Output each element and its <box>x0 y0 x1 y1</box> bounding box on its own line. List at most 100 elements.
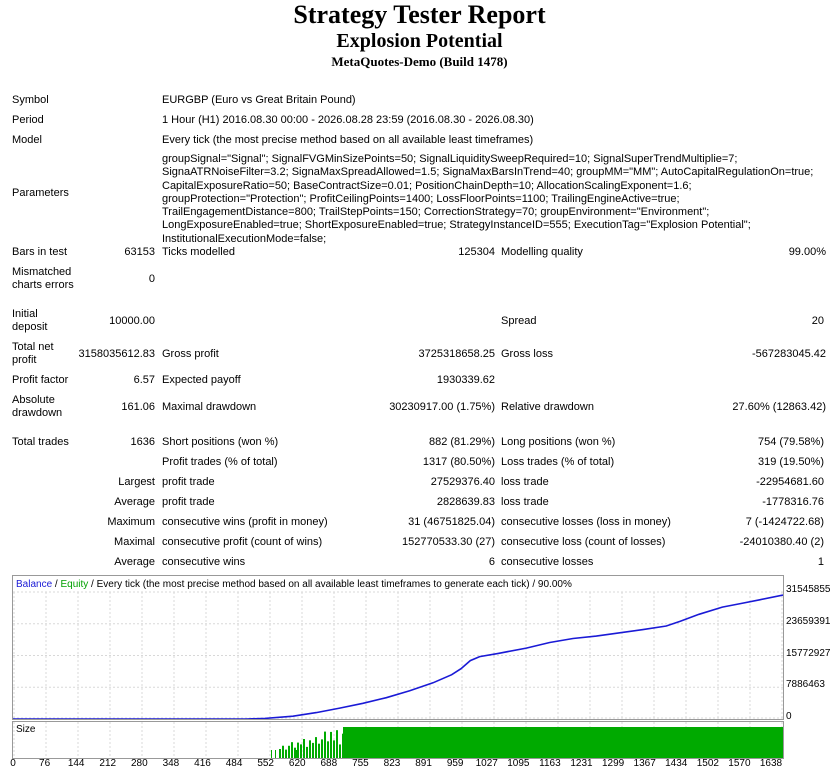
size-bar <box>339 744 341 758</box>
average-loss-value: -1778316.76 <box>762 496 824 508</box>
symbol-label: Symbol <box>12 94 49 106</box>
deposit-value: 10000.00 <box>109 315 155 327</box>
avg-losses-label: consecutive losses <box>501 556 594 568</box>
server-build: MetaQuotes-Demo (Build 1478) <box>331 54 508 69</box>
balance-chart-svg <box>13 591 784 720</box>
abs-dd-label-2: drawdown <box>12 407 63 419</box>
max-losses-label: consecutive losses (loss in money) <box>501 516 671 528</box>
model-label: Model <box>12 134 42 146</box>
x-tick-label: 416 <box>194 758 211 769</box>
payoff-label: Expected payoff <box>162 374 241 386</box>
trades-value: 1636 <box>130 436 155 448</box>
net-label-1: Total net <box>12 341 54 353</box>
payoff-value: 1930339.62 <box>436 374 495 386</box>
size-bar <box>296 750 297 758</box>
max-wins-value: 31 (46751825.04) <box>408 516 495 528</box>
x-tick-label: 755 <box>352 758 369 769</box>
size-bar <box>300 744 302 758</box>
rel-dd-value: 27.60% (12863.42) <box>732 401 826 413</box>
model-value: Every tick (the most precise method base… <box>162 134 534 146</box>
strategy-name: Explosion Potential <box>336 30 503 52</box>
size-label: Size <box>16 724 36 735</box>
x-tick-label: 891 <box>415 758 432 769</box>
size-bar <box>288 745 290 758</box>
period-label: Period <box>12 114 44 126</box>
period-value: 1 Hour (H1) 2016.08.30 00:00 - 2026.08.2… <box>162 114 534 126</box>
largest-loss-value: -22954681.60 <box>756 476 824 488</box>
balance-chart <box>12 575 784 720</box>
x-tick-label: 1299 <box>601 758 625 769</box>
mismatch-label-1: Mismatched <box>12 266 72 278</box>
x-tick-label: 484 <box>225 758 243 769</box>
largest-label: Largest <box>118 476 155 488</box>
size-bar <box>297 742 299 758</box>
gross-loss-value: -567283045.42 <box>751 348 826 360</box>
size-bar <box>327 741 329 758</box>
x-tick-label: 688 <box>320 758 338 769</box>
quality-label: Modelling quality <box>501 246 583 258</box>
size-bar <box>279 749 281 758</box>
deposit-label-1: Initial <box>12 308 38 320</box>
abs-dd-label-1: Absolute <box>12 394 55 406</box>
average-loss-label: loss trade <box>501 496 549 508</box>
maximal-loss-value: -24010380.40 (2) <box>739 536 824 548</box>
ptrades-value: 1317 (80.50%) <box>422 456 495 468</box>
net-value: 3158035612.83 <box>78 348 155 360</box>
legend-balance: Balance <box>16 579 53 590</box>
largest-loss-label: loss trade <box>501 476 549 488</box>
report-title: Strategy Tester Report <box>293 0 546 29</box>
y-tick-label: 0 <box>786 711 792 722</box>
size-bar <box>291 742 293 758</box>
pf-value: 6.57 <box>133 374 155 386</box>
size-bar <box>306 746 308 758</box>
parameters-label: Parameters <box>12 187 69 199</box>
parameters-value: groupSignal="Signal"; SignalFVGMinSizePo… <box>162 153 814 245</box>
maximal-profit-value: 152770533.30 (27) <box>402 536 495 548</box>
size-bar <box>271 750 272 758</box>
short-label: Short positions (won %) <box>162 436 279 448</box>
chart-legend: Balance / Equity / Every tick (the most … <box>16 579 572 590</box>
gross-profit-value: 3725318658.25 <box>418 348 495 360</box>
x-tick-label: 0 <box>10 758 16 769</box>
x-tick-label: 1027 <box>475 758 498 769</box>
ticks-label: Ticks modelled <box>162 246 235 258</box>
y-tick-label: 31545855 <box>786 584 831 595</box>
deposit-label-2: deposit <box>12 321 48 333</box>
gross-profit-label: Gross profit <box>162 348 219 360</box>
max-dd-label: Maximal drawdown <box>162 401 257 413</box>
x-tick-label: 1231 <box>570 758 593 769</box>
size-bar <box>275 750 276 758</box>
x-tick-label: 823 <box>383 758 401 769</box>
size-bar <box>312 742 314 758</box>
size-bar <box>309 740 311 758</box>
size-bar-block <box>343 727 783 758</box>
size-bar <box>330 731 332 758</box>
ptrades-label: Profit trades (% of total) <box>162 456 278 468</box>
maximal-label: Maximal <box>114 536 155 548</box>
legend-equity: Equity <box>60 579 89 590</box>
x-tick-label: 348 <box>162 758 180 769</box>
size-bar <box>282 745 284 758</box>
x-tick-label: 76 <box>39 758 51 769</box>
legend-description: / Every tick (the most precise method ba… <box>88 579 572 590</box>
maximum-label: Maximum <box>107 516 155 528</box>
largest-profit-value: 27529376.40 <box>430 476 495 488</box>
x-tick-label: 280 <box>130 758 148 769</box>
balance-series-line <box>13 594 784 720</box>
size-bar <box>303 739 305 758</box>
size-bar <box>336 730 338 758</box>
max-dd-value: 30230917.00 (1.75%) <box>389 401 495 413</box>
x-tick-label: 144 <box>67 758 85 769</box>
avg-label: Average <box>114 556 155 568</box>
size-chart-svg <box>13 722 783 758</box>
max-wins-label: consecutive wins (profit in money) <box>162 516 328 528</box>
average-profit-value: 2828639.83 <box>436 496 495 508</box>
avg-wins-label: consecutive wins <box>162 556 246 568</box>
average-profit-label: profit trade <box>162 496 215 508</box>
legend-sep: / <box>52 579 61 590</box>
mismatch-label-2: charts errors <box>12 279 74 291</box>
bars-value: 63153 <box>124 246 155 258</box>
x-tick-label: 1570 <box>728 758 751 769</box>
size-chart <box>12 721 784 759</box>
ticks-value: 125304 <box>458 246 495 258</box>
